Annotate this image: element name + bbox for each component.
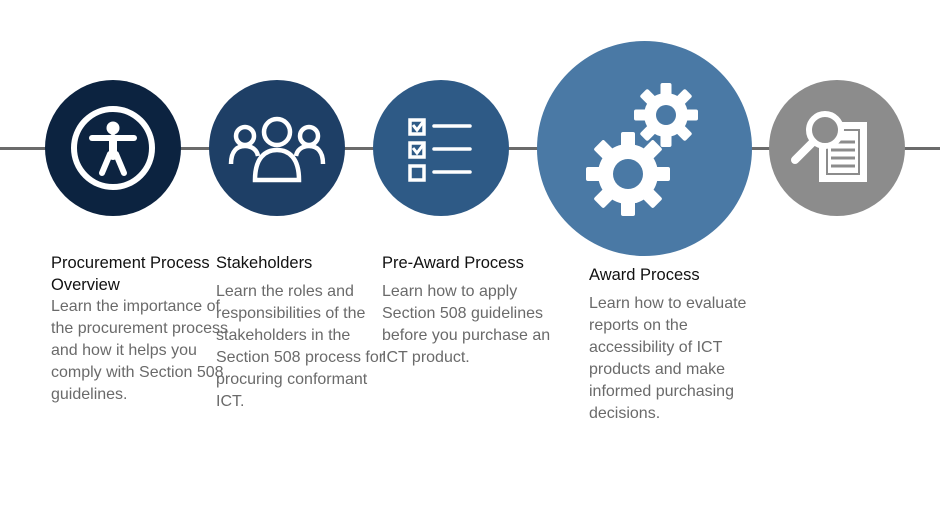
people-group-icon	[228, 116, 326, 183]
step-award-button[interactable]	[537, 41, 752, 256]
step-pre-award-button[interactable]	[373, 80, 509, 216]
step-procurement-overview-text: Procurement Process Overview Learn the i…	[51, 252, 231, 406]
step-stakeholders-button[interactable]	[209, 80, 345, 216]
checklist-icon	[408, 118, 472, 182]
gears-icon	[586, 83, 698, 216]
step-pre-award-text: Pre-Award Process Learn how to apply Sec…	[382, 252, 562, 369]
step-title: Pre-Award Process	[382, 254, 524, 272]
step-description: Learn the importance of the procurement …	[51, 298, 228, 403]
accessibility-person-icon	[71, 106, 155, 190]
step-title: Award Process	[589, 266, 700, 284]
step-award-text: Award Process Learn how to evaluate repo…	[589, 264, 759, 425]
magnifier-document-icon	[791, 111, 867, 182]
step-title: Stakeholders	[216, 254, 313, 272]
step-description: Learn the roles and responsibilities of …	[216, 283, 385, 410]
step-stakeholders-text: Stakeholders Learn the roles and respons…	[216, 252, 386, 413]
step-title: Procurement Process Overview	[51, 254, 210, 294]
step-description: Learn how to evaluate reports on the acc…	[589, 295, 747, 422]
step-post-award-button[interactable]	[769, 80, 905, 216]
step-description: Learn how to apply Section 508 guideline…	[382, 283, 551, 366]
step-procurement-overview-button[interactable]	[45, 80, 181, 216]
